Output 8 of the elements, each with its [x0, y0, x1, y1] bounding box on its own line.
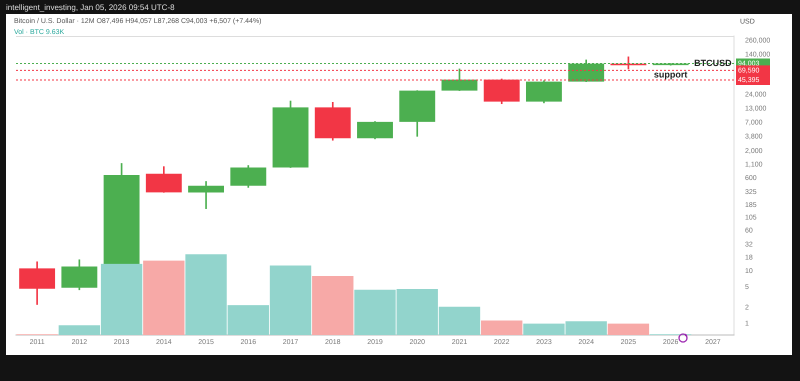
- bar: [312, 276, 354, 335]
- annotation: support: [654, 69, 688, 80]
- candlestick: [188, 181, 224, 209]
- bar: [143, 260, 185, 335]
- bar: [481, 320, 522, 335]
- annotation: BTCUSD: [694, 58, 732, 68]
- bar: [608, 324, 650, 335]
- text: intelligent_investing, Jan 05, 2026 09:54 UTC-8: [6, 3, 175, 12]
